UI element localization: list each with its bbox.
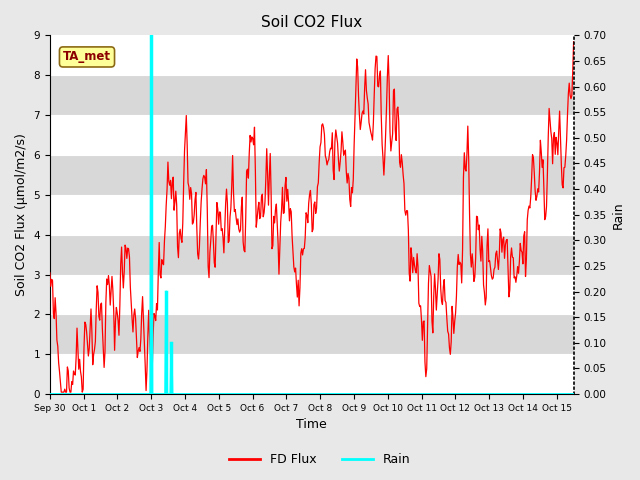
Bar bbox=[50, 235, 573, 275]
Bar bbox=[50, 314, 573, 354]
Text: TA_met: TA_met bbox=[63, 50, 111, 63]
X-axis label: Time: Time bbox=[296, 419, 327, 432]
Title: Soil CO2 Flux: Soil CO2 Flux bbox=[261, 15, 362, 30]
Legend: FD Flux, Rain: FD Flux, Rain bbox=[224, 448, 416, 471]
Y-axis label: Soil CO2 Flux (μmol/m2/s): Soil CO2 Flux (μmol/m2/s) bbox=[15, 133, 28, 296]
Y-axis label: Rain: Rain bbox=[612, 201, 625, 228]
Bar bbox=[50, 155, 573, 195]
Bar bbox=[50, 75, 573, 115]
